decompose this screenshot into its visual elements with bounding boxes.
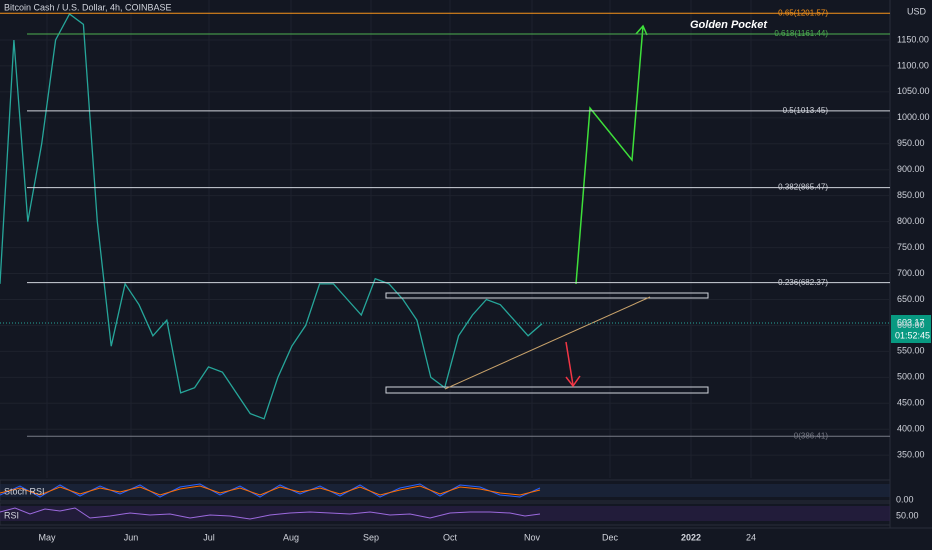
y-tick-label: 400.00 <box>897 424 925 434</box>
last-price-tag <box>891 315 931 343</box>
x-tick-label: Jul <box>203 532 215 542</box>
y-tick-label: 600.00 <box>897 320 925 330</box>
resistance-box <box>385 292 709 299</box>
annotation: Golden Pocket <box>690 19 768 31</box>
rsi-line <box>0 507 541 520</box>
x-tick-label: Nov <box>524 532 541 542</box>
price-line <box>0 13 543 420</box>
y-tick-label: 450.00 <box>897 398 925 408</box>
y-tick-label: 850.00 <box>897 190 925 200</box>
y-tick-label: 350.00 <box>897 450 925 460</box>
y-tick-label: 750.00 <box>897 242 925 252</box>
x-tick-label: 24 <box>746 532 756 542</box>
x-tick-label: Sep <box>363 532 379 542</box>
fib-label: 0(386.41) <box>794 431 829 440</box>
fib-label: 0.5(1013.45) <box>783 106 829 115</box>
support-box <box>385 386 709 394</box>
stoch-d <box>0 485 541 496</box>
last-price: 603.17 <box>897 317 925 327</box>
y-tick-label: 1050.00 <box>897 86 930 96</box>
y-tick-label: 1000.00 <box>897 112 930 122</box>
up-arrowhead <box>635 24 648 36</box>
down-arrowhead <box>565 375 581 388</box>
y-tick-label: 1150.00 <box>897 34 929 44</box>
fib-label: 0.236(682.37) <box>778 278 828 287</box>
down-arrow <box>565 341 574 386</box>
y-tick-label: 900.00 <box>897 164 925 174</box>
fib-label: 0.65(1201.57) <box>778 8 828 17</box>
y-tick-label: 650.00 <box>897 294 925 304</box>
y-tick-label: 550.00 <box>897 346 925 356</box>
trendline <box>444 296 651 390</box>
rsi-band <box>0 506 890 521</box>
y-tick-label: 950.00 <box>897 138 925 148</box>
countdown: 01:52:45 <box>895 330 930 340</box>
x-tick-label: Aug <box>283 532 299 542</box>
y-tick-label: 700.00 <box>897 268 925 278</box>
x-tick-label: May <box>38 532 56 542</box>
panel-tick: 0.00 <box>896 494 914 504</box>
x-tick-label: Oct <box>443 532 458 542</box>
chart-title: Bitcoin Cash / U.S. Dollar, 4h, COINBASE <box>4 2 172 12</box>
y-tick-label: 800.00 <box>897 216 925 226</box>
y-tick-label: 500.00 <box>897 372 925 382</box>
fib-label: 0.618(1161.44) <box>774 29 828 38</box>
panel-name: Stoch RSI <box>4 486 45 496</box>
x-tick-label: 2022 <box>681 532 701 542</box>
up-arrow <box>575 25 644 285</box>
stoch-band <box>0 484 890 497</box>
x-tick-label: Dec <box>602 532 619 542</box>
x-tick-label: Jun <box>124 532 139 542</box>
panel-tick: 50.00 <box>896 510 919 520</box>
axis-unit: USD <box>907 6 927 16</box>
panel-name: RSI <box>4 510 19 520</box>
y-tick-label: 1100.00 <box>897 60 929 70</box>
fib-label: 0.382(865.47) <box>778 183 828 192</box>
